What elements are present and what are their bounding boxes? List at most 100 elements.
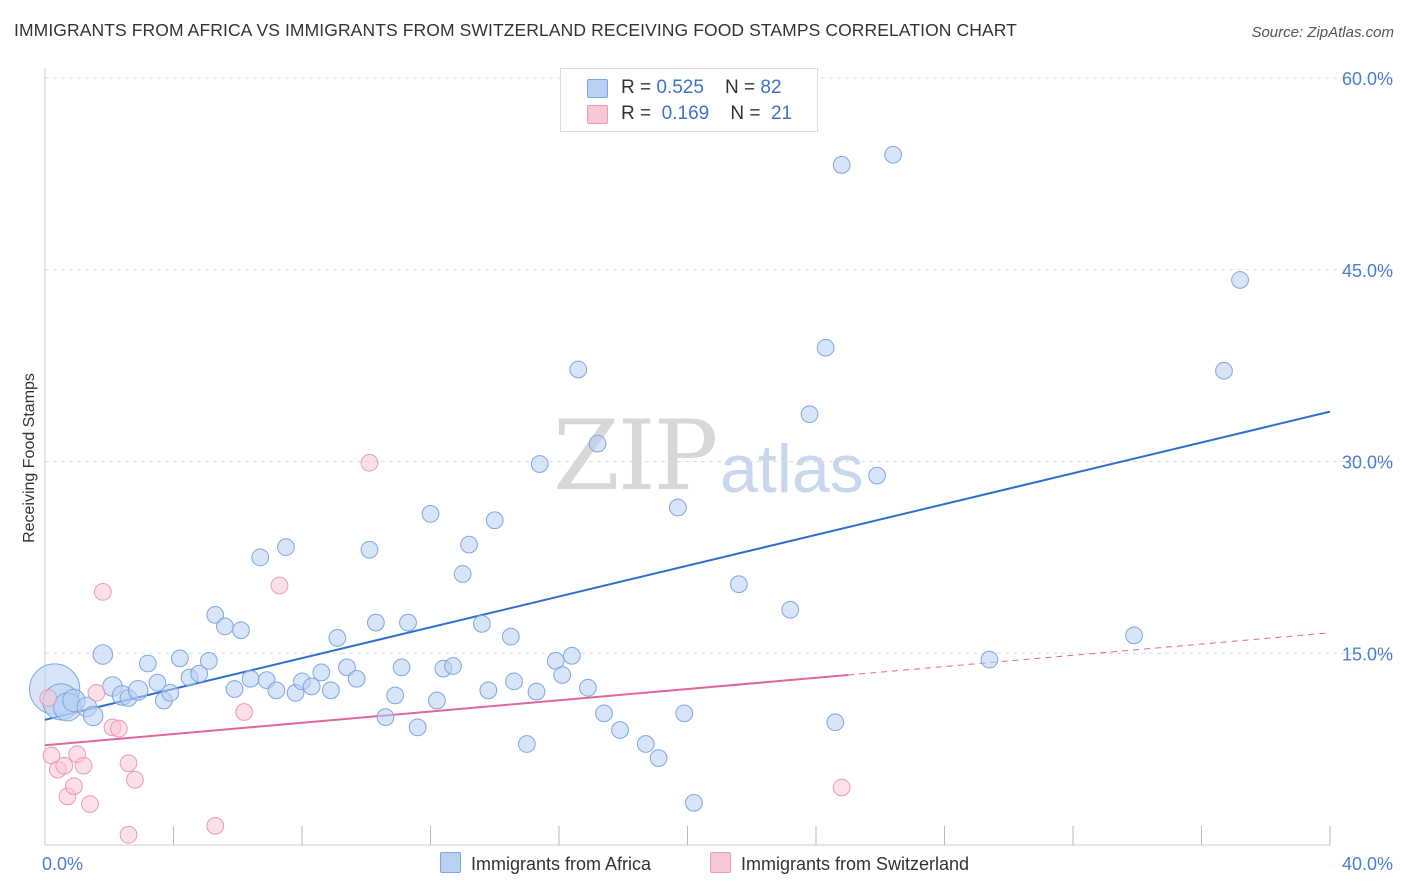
africa-point bbox=[518, 735, 536, 753]
swiss-point bbox=[110, 719, 128, 738]
swiss-point bbox=[360, 453, 379, 472]
africa-point bbox=[668, 498, 687, 517]
swiss-point bbox=[126, 770, 144, 789]
africa-point bbox=[328, 629, 347, 647]
africa-point bbox=[444, 657, 462, 675]
africa-point bbox=[225, 680, 244, 698]
africa-point bbox=[636, 735, 655, 753]
africa-point bbox=[826, 713, 845, 732]
africa-n-value: 82 bbox=[760, 77, 782, 98]
trend-line-swiss-extension bbox=[848, 632, 1331, 676]
africa-point bbox=[206, 606, 225, 624]
africa-point bbox=[781, 600, 800, 619]
legend-text-africa: R = 0.525 N = 82 bbox=[621, 77, 782, 99]
africa-point bbox=[685, 793, 703, 812]
swiss-point bbox=[39, 689, 58, 707]
africa-point bbox=[171, 649, 189, 668]
bottom-legend-africa: Immigrants from Africa bbox=[440, 852, 651, 875]
africa-legend-swatch bbox=[440, 852, 461, 873]
watermark-zip: ZIP bbox=[553, 400, 718, 512]
africa-point bbox=[232, 621, 250, 640]
grid-layer bbox=[45, 77, 1395, 654]
africa-point bbox=[569, 360, 588, 379]
swiss-r-value: 0.169 bbox=[661, 103, 710, 124]
x-tick-label: 0.0% bbox=[42, 854, 83, 874]
africa-point bbox=[376, 708, 395, 727]
swiss-legend-swatch bbox=[710, 852, 731, 873]
swiss-point bbox=[832, 778, 851, 797]
africa-swatch bbox=[587, 79, 608, 98]
africa-point bbox=[868, 466, 886, 485]
africa-n-label: N = bbox=[725, 77, 761, 98]
swiss-point bbox=[65, 777, 83, 796]
africa-point bbox=[527, 682, 546, 701]
africa-point bbox=[1231, 271, 1249, 289]
source-label: Source: ZipAtlas.com bbox=[1251, 24, 1394, 41]
africa-point bbox=[1125, 626, 1143, 645]
swiss-n-label: N = bbox=[730, 103, 766, 124]
africa-point bbox=[148, 673, 167, 692]
africa-point bbox=[562, 646, 581, 665]
africa-point bbox=[553, 666, 572, 684]
tick-label-layer: 15.0% 30.0% 45.0% 60.0% 0.0% 40.0% bbox=[42, 69, 1393, 874]
swiss-point bbox=[119, 754, 138, 773]
africa-point bbox=[473, 614, 491, 633]
africa-point bbox=[800, 405, 819, 424]
africa-point bbox=[611, 721, 629, 739]
y-tick-label: 30.0% bbox=[1342, 453, 1393, 473]
africa-point bbox=[322, 681, 340, 700]
africa-point bbox=[241, 669, 260, 688]
swiss-point bbox=[206, 816, 225, 835]
africa-legend-label: Immigrants from Africa bbox=[471, 854, 652, 874]
stats-legend: R = 0.525 N = 82 R = 0.169 N = 21 bbox=[560, 68, 818, 132]
africa-point bbox=[675, 704, 694, 723]
africa-point bbox=[816, 338, 835, 357]
swiss-point bbox=[93, 583, 112, 601]
swiss-r-label: R = bbox=[621, 103, 657, 124]
africa-point bbox=[1215, 361, 1233, 380]
africa-point bbox=[460, 535, 478, 554]
africa-point bbox=[595, 704, 613, 723]
swiss-point bbox=[270, 576, 289, 595]
africa-point bbox=[588, 434, 607, 453]
africa-point bbox=[190, 664, 209, 683]
africa-point bbox=[428, 691, 446, 710]
watermark-atlas: atlas bbox=[720, 431, 864, 507]
chart-title: IMMIGRANTS FROM AFRICA VS IMMIGRANTS FRO… bbox=[14, 20, 1017, 40]
africa-point bbox=[501, 627, 520, 646]
africa-point bbox=[649, 749, 668, 767]
swiss-n-value: 21 bbox=[770, 103, 793, 124]
africa-point bbox=[251, 548, 270, 567]
point-layer bbox=[29, 145, 1249, 844]
swiss-swatch bbox=[587, 105, 608, 124]
axis-layer bbox=[44, 68, 1331, 846]
africa-point bbox=[302, 677, 321, 696]
swiss-point bbox=[81, 795, 99, 813]
africa-point bbox=[338, 658, 356, 677]
africa-point bbox=[884, 145, 902, 164]
africa-point bbox=[367, 613, 385, 632]
africa-r-label: R = bbox=[621, 77, 657, 98]
africa-point bbox=[138, 654, 157, 673]
africa-point bbox=[832, 156, 851, 174]
y-tick-label: 15.0% bbox=[1342, 644, 1393, 664]
africa-point bbox=[216, 617, 234, 636]
africa-point bbox=[199, 652, 218, 670]
africa-point bbox=[485, 511, 504, 530]
bottom-legend-swiss: Immigrants from Switzerland bbox=[710, 852, 969, 875]
africa-point bbox=[408, 718, 427, 737]
africa-point bbox=[505, 672, 523, 691]
swiss-point bbox=[119, 825, 138, 844]
swiss-point bbox=[87, 684, 106, 702]
swiss-legend-label: Immigrants from Switzerland bbox=[741, 854, 970, 874]
swiss-point bbox=[235, 703, 254, 721]
africa-r-value: 0.525 bbox=[656, 77, 704, 98]
africa-point bbox=[530, 455, 549, 473]
swiss-point bbox=[55, 756, 74, 775]
y-tick-label: 60.0% bbox=[1342, 69, 1393, 89]
trend-layer bbox=[44, 410, 1331, 747]
africa-point bbox=[579, 678, 597, 697]
africa-point bbox=[277, 538, 295, 557]
swiss-point bbox=[74, 756, 93, 775]
